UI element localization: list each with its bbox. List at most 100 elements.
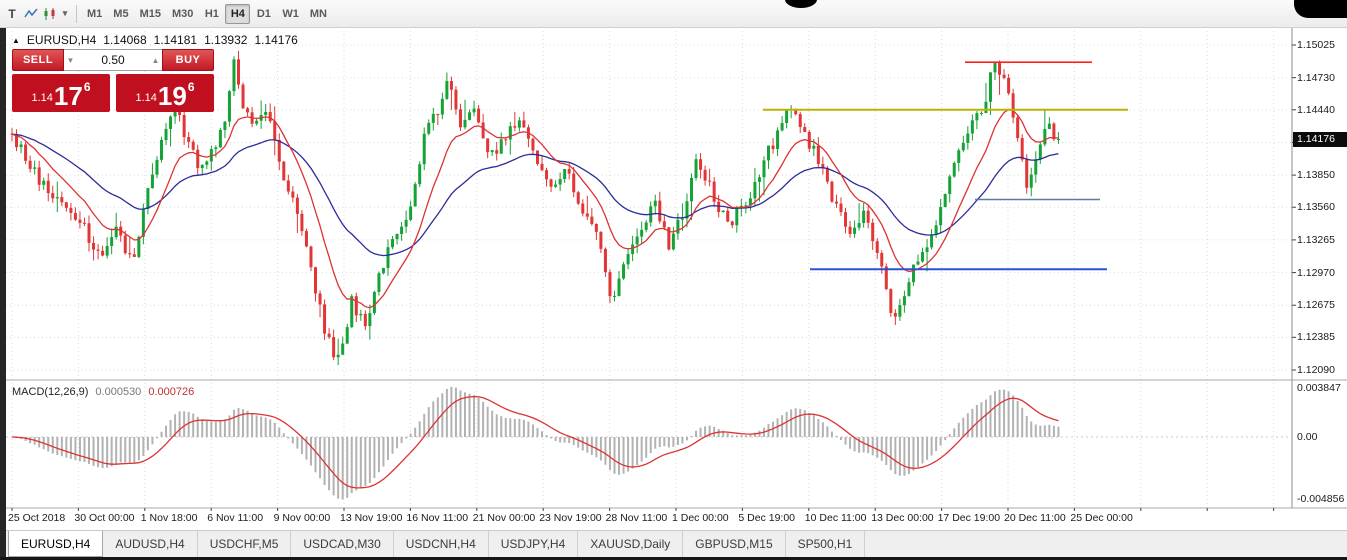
time-axis-label: 25 Dec 00:00 xyxy=(1070,512,1133,524)
buy-price-point: 6 xyxy=(187,80,195,94)
time-axis-label: 25 Oct 2018 xyxy=(8,512,66,524)
toolbar-separator xyxy=(76,4,77,23)
timeframe-button-m1[interactable]: M1 xyxy=(87,7,103,20)
price-axis-label: 1.13850 xyxy=(1297,169,1335,182)
symbol-name: EURUSD,H4 xyxy=(26,33,97,47)
candlesticks xyxy=(10,50,1060,366)
macd-signal-line xyxy=(11,395,1059,489)
buy-price-big-figure: 1.14 xyxy=(135,92,157,104)
buy-button[interactable]: BUY xyxy=(162,49,214,71)
one-click-trading-panel: SELL ▼ 0.50 ▲ BUY 1.14 17 6 1.14 19 6 xyxy=(12,49,214,112)
chart-type-icon[interactable] xyxy=(41,4,59,24)
volume-decrease-button[interactable]: ▼ xyxy=(66,55,75,65)
time-axis-label: 17 Dec 19:00 xyxy=(937,512,1001,524)
macd-signal-value: 0.000726 xyxy=(148,386,195,398)
time-axis-label: 13 Dec 00:00 xyxy=(871,512,934,524)
time-axis-label: 6 Nov 11:00 xyxy=(207,512,264,524)
volume-increase-button[interactable]: ▲ xyxy=(151,55,160,65)
window-bottom-edge xyxy=(0,557,1347,560)
macd-name: MACD(12,26,9) xyxy=(12,386,89,398)
chart-symbol-ohlc: ▲ EURUSD,H4 1.14068 1.14181 1.13932 1.14… xyxy=(12,33,298,47)
timeframe-button-h4[interactable]: H4 xyxy=(225,3,251,24)
chart-type-dropdown-icon[interactable]: ▾ xyxy=(62,8,68,18)
time-axis-label: 10 Dec 11:00 xyxy=(804,512,867,524)
overlay-artifact xyxy=(1294,0,1347,18)
price-axis[interactable]: 1.15025 1.14730 1.14440 1.13850 1.13560 1.132… xyxy=(1297,28,1347,388)
price-axis-label: 1.14730 xyxy=(1297,71,1335,84)
ma-fast-line xyxy=(11,108,1059,309)
price-axis-label: 1.15025 xyxy=(1297,39,1335,51)
buy-price-pips: 19 xyxy=(157,81,187,111)
ohlc-close: 1.14176 xyxy=(254,33,298,47)
pane-dividers xyxy=(0,28,1347,511)
chart-tab-sp500-h1[interactable]: SP500,H1 xyxy=(786,531,866,557)
grid xyxy=(6,31,1292,508)
chart-tab-audusd-h4[interactable]: AUDUSD,H4 xyxy=(103,531,198,557)
timeframe-button-w1[interactable]: W1 xyxy=(282,7,299,20)
macd-main-value: 0.000530 xyxy=(95,386,142,398)
chart-tab-usdchf-m5[interactable]: USDCHF,M5 xyxy=(198,531,292,557)
window-left-edge xyxy=(0,28,6,560)
timeframe-button-h1[interactable]: H1 xyxy=(204,7,219,20)
price-axis-label: 1.12970 xyxy=(1297,266,1335,279)
overlay-artifact xyxy=(785,0,817,8)
chart-marker-icon: ▲ xyxy=(12,35,20,45)
top-toolbar: T ▾ M1 M5 M15 M30 H1 H4 D1 W1 MN xyxy=(0,0,1347,28)
chart-tab-usdcad-m30[interactable]: USDCAD,M30 xyxy=(291,531,394,557)
chart-tab-gbpusd-m15[interactable]: GBPUSD,M15 xyxy=(683,531,786,557)
price-axis-label: 1.12385 xyxy=(1297,331,1335,344)
ohlc-high: 1.14181 xyxy=(153,33,198,47)
time-axis-label: 28 Nov 11:00 xyxy=(605,512,668,524)
macd-indicator-label: MACD(12,26,9) 0.000530 0.000726 xyxy=(12,386,194,398)
price-axis-label: 1.13560 xyxy=(1297,201,1335,214)
timeframe-button-m5[interactable]: M5 xyxy=(113,7,129,20)
ohlc-open: 1.14068 xyxy=(103,33,147,47)
price-axis-label: 1.13265 xyxy=(1297,233,1335,246)
current-price-tag: 1.14176 xyxy=(1293,132,1347,147)
price-axis-label: 1.14440 xyxy=(1297,103,1335,116)
volume-input[interactable]: 0.50 xyxy=(101,53,125,67)
chart-tab-usdcnh-h4[interactable]: USDCNH,H4 xyxy=(394,531,489,557)
time-axis-label: 13 Nov 19:00 xyxy=(340,512,403,524)
chart-tab-usdjpy-h4[interactable]: USDJPY,H4 xyxy=(489,531,579,557)
time-axis-label: 16 Nov 11:00 xyxy=(406,512,469,524)
chart-tab-xauusd-daily[interactable]: XAUUSD,Daily xyxy=(578,531,684,557)
macd-axis-label: 0.00 xyxy=(1297,431,1318,443)
chart-tabs: EURUSD,H4 AUDUSD,H4 USDCHF,M5 USDCAD,M30 USD… xyxy=(0,530,1347,557)
indicator-icon[interactable] xyxy=(22,4,40,24)
time-axis[interactable]: 25 Oct 2018 30 Oct 00:00 1 Nov 18:00 6 Nov … xyxy=(0,28,1347,530)
time-axis-label: 9 Nov 00:00 xyxy=(273,512,331,524)
trend-lines[interactable] xyxy=(763,61,1128,271)
macd-axis-label: -0.004856 xyxy=(1297,492,1345,505)
time-axis-label: 20 Dec 11:00 xyxy=(1004,512,1066,524)
chart-tab-eurusd-h4[interactable]: EURUSD,H4 xyxy=(8,531,104,557)
text-tool-icon[interactable]: T xyxy=(8,6,16,21)
timeframe-button-m30[interactable]: M30 xyxy=(171,7,194,20)
time-axis-label: 1 Dec 00:00 xyxy=(672,512,729,524)
ohlc-low: 1.13932 xyxy=(204,33,248,47)
sell-price-big-figure: 1.14 xyxy=(31,92,53,104)
volume-control: ▼ 0.50 ▲ xyxy=(64,49,162,71)
timeframe-group: M1 M5 M15 M30 H1 H4 D1 W1 MN xyxy=(82,3,333,24)
macd-axis: 0.003847 0.00 -0.004856 xyxy=(1297,28,1347,530)
time-axis-label: 23 Nov 19:00 xyxy=(539,512,602,524)
timeframe-button-d1[interactable]: D1 xyxy=(256,7,271,20)
time-axis-label: 5 Dec 19:00 xyxy=(738,512,796,524)
price-axis-label: 1.12090 xyxy=(1297,363,1335,376)
buy-price-display[interactable]: 1.14 19 6 xyxy=(116,74,214,112)
sell-price-pips: 17 xyxy=(53,81,83,111)
time-axis-label: 21 Nov 00:00 xyxy=(472,512,536,524)
time-axis-label: 1 Nov 18:00 xyxy=(140,512,198,524)
time-axis-label: 30 Oct 00:00 xyxy=(74,512,135,524)
sell-price-point: 6 xyxy=(83,80,91,94)
chart-area: ▲ EURUSD,H4 1.14068 1.14181 1.13932 1.14… xyxy=(0,28,1347,530)
price-axis-label: 1.12675 xyxy=(1297,299,1335,312)
ma-slow-line xyxy=(11,133,1059,257)
timeframe-button-m15[interactable]: M15 xyxy=(139,7,161,20)
sell-button[interactable]: SELL xyxy=(12,49,64,71)
macd-axis-label: 0.003847 xyxy=(1297,382,1341,394)
sell-price-display[interactable]: 1.14 17 6 xyxy=(12,74,110,112)
chart-canvas[interactable] xyxy=(0,28,1347,530)
timeframe-button-mn[interactable]: MN xyxy=(309,7,327,20)
